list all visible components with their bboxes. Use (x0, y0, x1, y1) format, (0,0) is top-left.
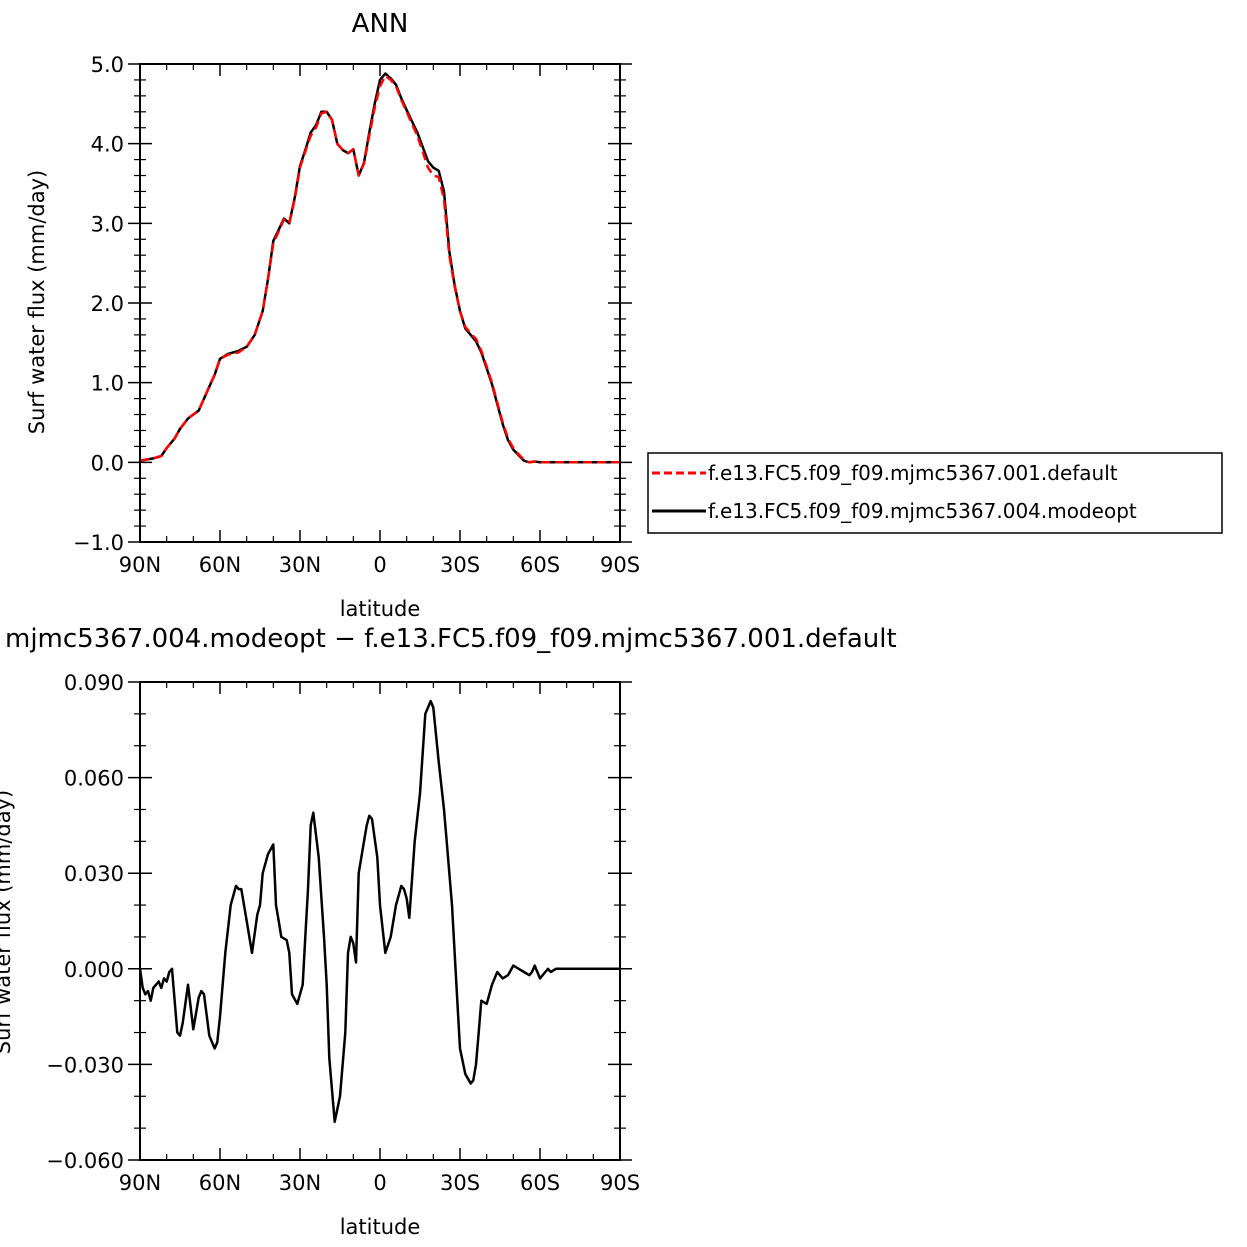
bottom-y-tick-label: 0.090 (64, 671, 124, 695)
top-axis-ticks (128, 63, 632, 543)
legend: f.e13.FC5.f09_f09.mjmc5367.001.default f… (647, 452, 1223, 534)
top-y-tick-label: 2.0 (91, 292, 124, 316)
legend-box (647, 452, 1223, 534)
top-series-line-default (139, 74, 620, 464)
top-y-tick-label: 1.0 (91, 372, 124, 396)
bottom-x-axis-label: latitude (340, 1215, 421, 1239)
top-x-axis-label: latitude (340, 597, 421, 621)
top-x-tick-label: 90S (600, 553, 640, 577)
top-x-tick-label: 0 (373, 553, 386, 577)
top-y-tick-label: 4.0 (91, 133, 124, 157)
top-series-line-modeopt (139, 72, 620, 464)
top-x-tick-label: 30N (279, 553, 321, 577)
bottom-y-tick-label: −0.030 (46, 1053, 124, 1077)
bottom-tick-labels: 90N 60N 30N 0 30S 60S 90S −0.060 −0.030 0.000 0.03… (46, 671, 640, 1195)
top-y-tick-label: 3.0 (91, 212, 124, 236)
bottom-y-axis-label: Surf water flux (mm/day) (0, 790, 15, 1055)
top-x-tick-label: 60N (199, 553, 241, 577)
bottom-y-tick-label: 0.000 (64, 958, 124, 982)
bottom-data-lines (138, 699, 620, 1124)
top-panel: ANN Surf water flux (mm/day) latitude 90… (25, 9, 640, 621)
bottom-x-tick-label: 60S (520, 1171, 560, 1195)
bottom-series-line-modeopt (138, 699, 620, 1124)
top-chart-title: ANN (352, 9, 409, 39)
top-plot-frame (139, 63, 621, 543)
top-x-tick-label: 30S (440, 553, 480, 577)
legend-label-default: f.e13.FC5.f09_f09.mjmc5367.001.default (708, 461, 1118, 485)
bottom-y-tick-label: 0.060 (64, 767, 124, 791)
bottom-y-tick-label: −0.060 (46, 1149, 124, 1173)
bottom-x-tick-label: 90S (600, 1171, 640, 1195)
bottom-x-tick-label: 30N (279, 1171, 321, 1195)
top-y-axis-label: Surf water flux (mm/day) (25, 170, 49, 435)
top-y-tick-label: 5.0 (91, 53, 124, 77)
bottom-x-tick-label: 0 (373, 1171, 386, 1195)
top-y-tick-label: 0.0 (91, 451, 124, 475)
top-tick-labels: 90N 60N 30N 0 30S 60S 90S −1.0 0.0 1.0 2.0 3.0 4.0 5.… (73, 53, 640, 577)
top-x-tick-label: 60S (520, 553, 560, 577)
bottom-x-tick-label: 30S (440, 1171, 480, 1195)
bottom-y-tick-label: 0.030 (64, 862, 124, 886)
bottom-x-tick-label: 60N (199, 1171, 241, 1195)
bottom-panel: mjmc5367.004.modeopt − f.e13.FC5.f09_f09… (0, 624, 897, 1239)
top-x-tick-label: 90N (119, 553, 161, 577)
bottom-chart-title: mjmc5367.004.modeopt − f.e13.FC5.f09_f09… (5, 624, 897, 654)
bottom-plot-frame (139, 681, 621, 1161)
bottom-axis-ticks (128, 681, 632, 1161)
top-y-tick-label: −1.0 (73, 531, 124, 555)
legend-label-modeopt: f.e13.FC5.f09_f09.mjmc5367.004.modeopt (708, 499, 1137, 523)
top-data-lines (139, 72, 620, 464)
bottom-x-tick-label: 90N (119, 1171, 161, 1195)
